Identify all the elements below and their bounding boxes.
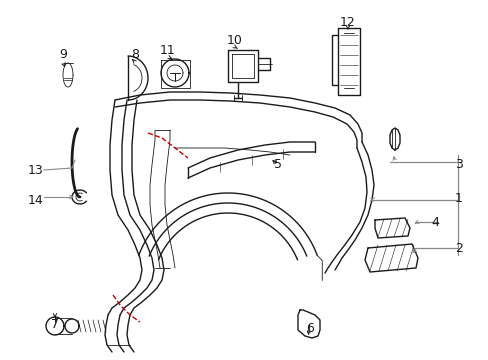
Text: 5: 5 <box>273 158 282 171</box>
Text: 13: 13 <box>28 163 44 176</box>
Text: 6: 6 <box>305 321 313 334</box>
Text: 1: 1 <box>454 192 462 204</box>
Text: 12: 12 <box>340 15 355 28</box>
Text: 3: 3 <box>454 158 462 171</box>
Text: 8: 8 <box>131 49 139 62</box>
Text: 14: 14 <box>28 194 44 207</box>
Text: 10: 10 <box>226 33 243 46</box>
Text: 11: 11 <box>160 44 176 57</box>
Text: 9: 9 <box>59 49 67 62</box>
Text: 7: 7 <box>51 319 59 332</box>
Text: 2: 2 <box>454 242 462 255</box>
Text: 4: 4 <box>430 216 438 229</box>
